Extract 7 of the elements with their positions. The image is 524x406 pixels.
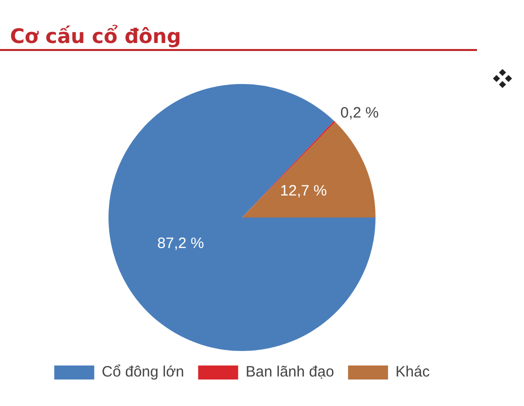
legend-label: Cổ đông lớn [102, 364, 184, 381]
legend-label: Khác [396, 364, 430, 381]
data-label: 0,2 % [340, 104, 379, 122]
data-label: 87,2 % [157, 234, 204, 252]
legend-label: Ban lãnh đạo [246, 364, 334, 381]
data-label: 12,7 % [280, 182, 327, 200]
chart-title: Cơ cấu cổ đông [10, 24, 182, 48]
